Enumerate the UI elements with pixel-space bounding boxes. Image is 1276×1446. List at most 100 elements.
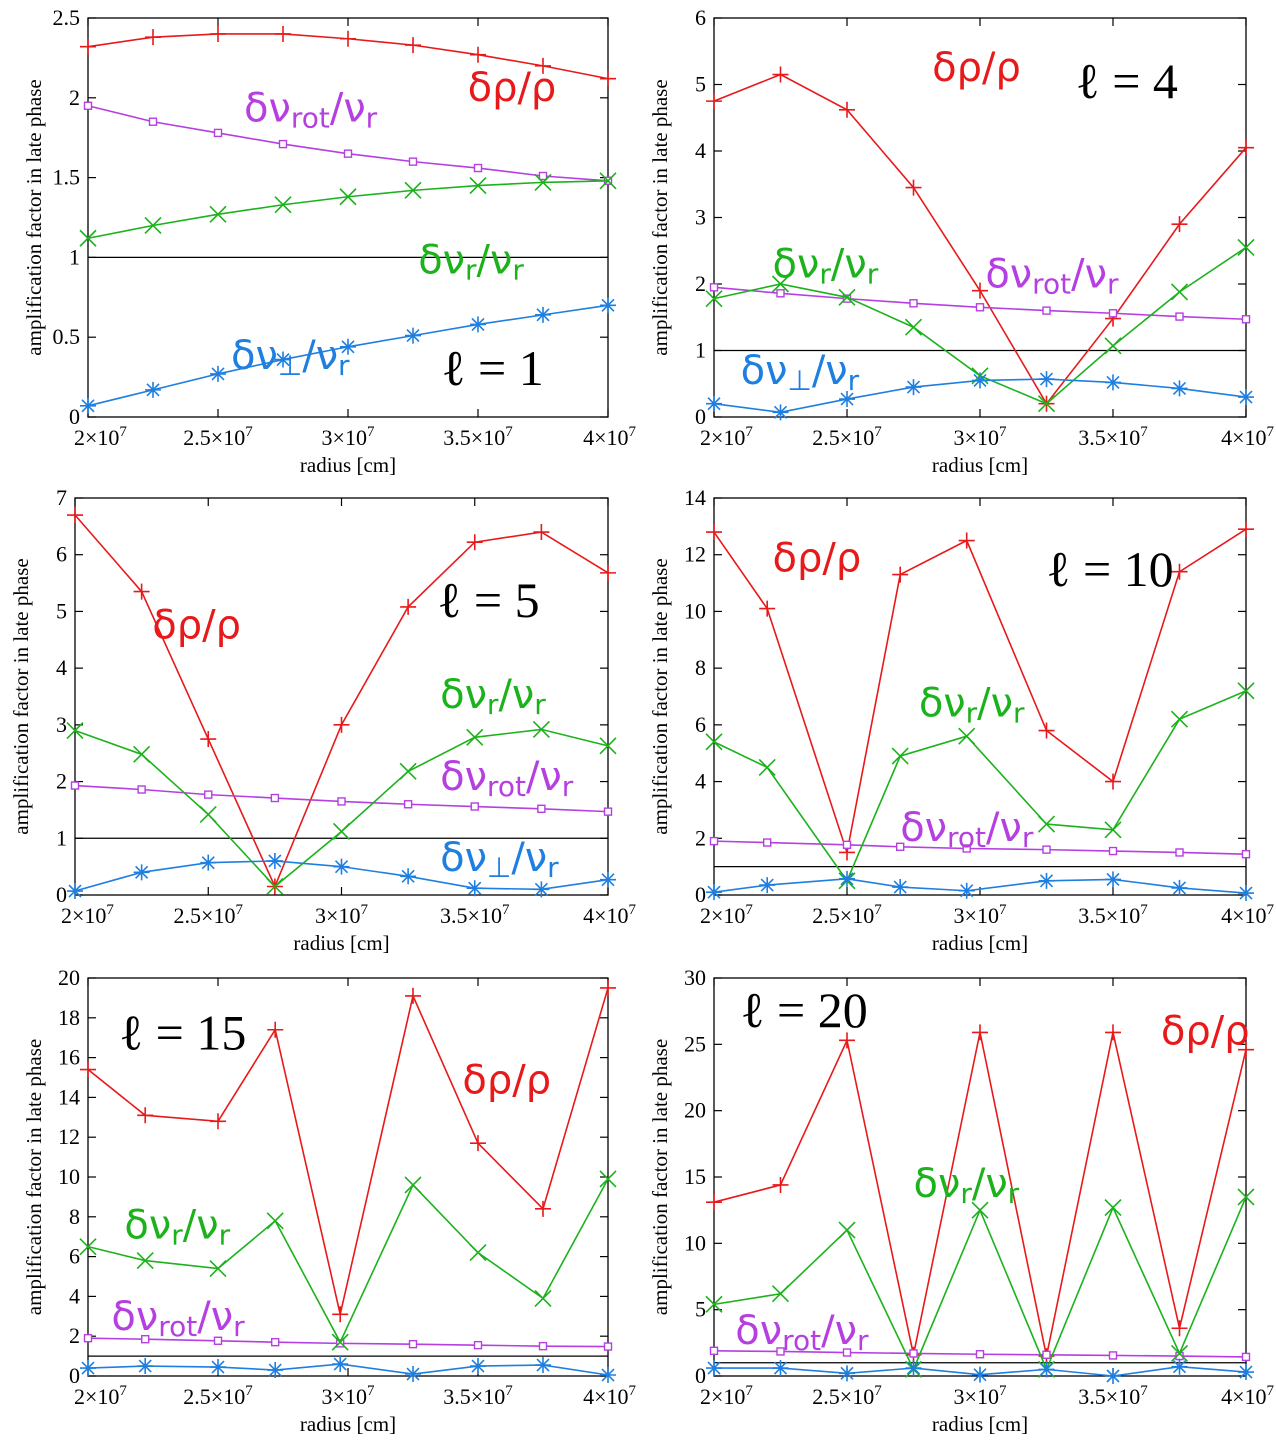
data-point — [1238, 1364, 1254, 1381]
data-point — [210, 1113, 226, 1130]
y-axis-label: amplification factor in late phase — [648, 1039, 672, 1315]
data-point — [340, 30, 356, 47]
x-tick-label: 3×107 — [322, 424, 375, 450]
data-point — [975, 303, 985, 312]
x-tick-label: 2.5×107 — [812, 1383, 882, 1409]
x-axis-label: radius [cm] — [932, 453, 1028, 477]
data-point — [599, 737, 617, 755]
series-annotation: δρ/ρ — [468, 65, 557, 111]
data-point — [470, 1135, 486, 1152]
y-tick-label: 1 — [56, 825, 67, 850]
data-point — [200, 731, 217, 748]
series-annotation: δνr/νr — [418, 237, 524, 286]
data-point — [469, 177, 487, 195]
data-point — [274, 196, 292, 214]
y-tick-label: 0.5 — [53, 324, 81, 349]
y-tick-label: 2 — [69, 85, 80, 110]
series-annotation: δνr/νr — [124, 1203, 230, 1252]
x-tick-label: 4×107 — [583, 1383, 636, 1409]
y-tick-label: 6 — [56, 542, 67, 567]
data-point — [535, 1357, 551, 1374]
data-point — [892, 566, 909, 583]
data-point — [80, 38, 96, 55]
x-tick-label: 3.5×107 — [1078, 1383, 1148, 1409]
y-tick-label: 3 — [56, 712, 67, 737]
data-point — [972, 1024, 988, 1041]
data-point — [891, 747, 909, 765]
data-point — [1241, 1352, 1251, 1362]
panel-title: ℓ = 20 — [741, 982, 868, 1038]
data-point — [535, 306, 551, 323]
series-annotation: δνr/νr — [773, 241, 879, 290]
data-point — [1108, 846, 1118, 856]
data-point — [776, 1347, 785, 1356]
x-tick-label: 3×107 — [322, 1383, 375, 1409]
data-point — [537, 804, 546, 813]
data-point — [958, 882, 975, 899]
data-point — [909, 1349, 918, 1358]
y-tick-label: 4 — [695, 138, 706, 163]
data-point — [706, 1360, 722, 1377]
y-tick-label: 18 — [58, 1005, 80, 1030]
data-point — [266, 1212, 284, 1230]
data-point — [408, 157, 418, 166]
x-axis-label: radius [cm] — [293, 931, 389, 955]
data-point — [213, 1336, 223, 1345]
data-point — [145, 381, 161, 398]
series-annotation: δρ/ρ — [1161, 1008, 1250, 1054]
data-point — [772, 404, 789, 421]
y-tick-label: 4 — [695, 769, 706, 794]
data-point — [771, 1285, 790, 1303]
data-point — [1175, 848, 1184, 857]
y-tick-label: 1.5 — [53, 165, 81, 190]
data-point — [404, 181, 422, 199]
y-tick-label: 20 — [684, 1098, 706, 1123]
y-tick-label: 30 — [684, 965, 706, 990]
y-tick-label: 2.5 — [53, 5, 81, 30]
data-point — [1241, 849, 1251, 859]
series-annotation: δνr/νr — [914, 1161, 1020, 1210]
data-point — [1238, 1041, 1254, 1058]
data-point — [271, 1337, 280, 1347]
x-tick-label: 4×107 — [583, 424, 636, 450]
data-point — [137, 1358, 154, 1375]
data-point — [709, 1346, 719, 1355]
data-point — [333, 716, 350, 733]
data-point — [466, 534, 483, 551]
y-tick-label: 10 — [684, 1230, 706, 1255]
data-point — [971, 1201, 989, 1219]
y-tick-label: 2 — [56, 769, 67, 794]
panel-title: ℓ = 1 — [442, 340, 544, 396]
data-point — [70, 781, 80, 790]
series-annotation: δν⊥/νr — [231, 333, 350, 382]
y-axis-label: amplification factor in late phase — [22, 79, 46, 355]
y-tick-label: 12 — [684, 542, 706, 567]
data-point — [1171, 1358, 1188, 1375]
data-point — [1042, 306, 1051, 315]
data-point — [1038, 722, 1055, 739]
panel-3: 0 1 2 3 4 5 6 7 2×107 2.5×107 3×107 3.5×107 4×107 rad… — [9, 485, 637, 955]
y-tick-label: 5 — [56, 598, 67, 623]
data-point — [209, 205, 227, 223]
data-point — [706, 93, 722, 110]
y-tick-label: 1 — [695, 338, 706, 363]
data-point — [466, 880, 483, 897]
data-point — [405, 327, 421, 344]
data-point — [266, 877, 284, 896]
x-axis-label: radius [cm] — [932, 1412, 1028, 1436]
data-point — [962, 844, 971, 853]
series-annotation: δνr/νr — [440, 672, 546, 721]
data-point — [534, 173, 552, 191]
series-annotation: δν⊥/νr — [741, 348, 860, 397]
data-point — [140, 1334, 150, 1344]
x-axis-label: radius [cm] — [300, 1412, 396, 1436]
data-point — [278, 139, 288, 149]
y-tick-label: 0 — [695, 1363, 706, 1388]
data-point — [343, 149, 353, 158]
data-point — [599, 172, 617, 190]
data-point — [1238, 885, 1254, 902]
data-point — [144, 216, 162, 235]
data-point — [842, 840, 852, 850]
x-tick-label: 2×107 — [700, 902, 753, 928]
